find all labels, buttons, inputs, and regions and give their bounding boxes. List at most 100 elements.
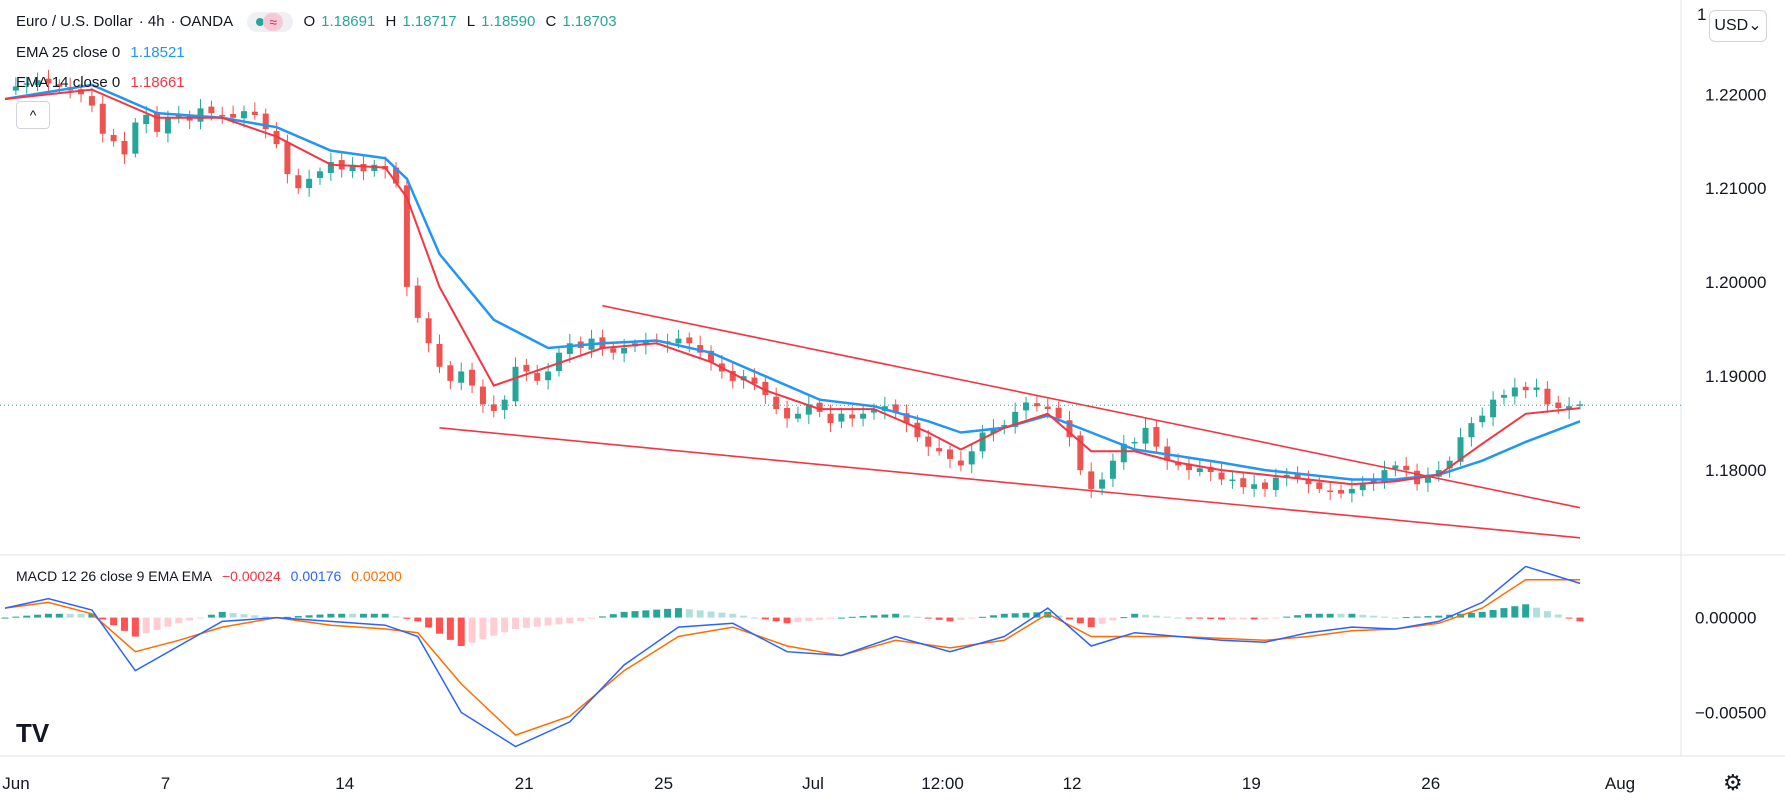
macd-histogram-bar [381, 613, 389, 618]
market-open-dot-icon [256, 18, 265, 26]
macd-histogram-bar [631, 611, 639, 618]
ema25-legend[interactable]: EMA 25 close 0 1.18521 [16, 44, 191, 61]
candle-body [1055, 407, 1062, 419]
candle-body [1088, 471, 1095, 489]
macd-histogram-bar [1, 617, 9, 619]
ema14-label: EMA 14 close 0 [16, 74, 121, 91]
macd-histogram-bar [1500, 608, 1508, 618]
candle-body [1479, 415, 1486, 423]
candle-body [1033, 403, 1040, 407]
candle-body [1077, 435, 1084, 471]
candle-body [903, 413, 910, 424]
candle-body [447, 365, 454, 381]
macd-histogram-bar [1522, 604, 1530, 618]
time-tick-label: Jul [802, 774, 824, 793]
macd-histogram-bar [240, 614, 248, 618]
candle-body [1544, 388, 1551, 405]
macd-histogram-bar [1576, 617, 1584, 622]
low-value: 1.18590 [481, 12, 536, 30]
candle-body [1251, 484, 1258, 489]
time-tick-label: 19 [1242, 774, 1261, 793]
candle-body [1522, 386, 1529, 391]
macd-histogram-bar [316, 614, 324, 618]
macd-histogram-bar [1218, 617, 1226, 620]
candle-body [1500, 394, 1507, 398]
candle-body [957, 460, 964, 466]
ema14-legend[interactable]: EMA 14 close 0 1.18661 [16, 74, 191, 91]
macd-histogram-bar [870, 615, 878, 618]
macd-histogram-bar [750, 617, 758, 619]
gear-icon[interactable]: ⚙ [1723, 770, 1743, 795]
macd-histogram-bar [1424, 616, 1432, 618]
candle-body [784, 407, 791, 419]
macd-histogram-bar [794, 617, 802, 623]
macd-histogram-bar [197, 617, 205, 619]
macd-histogram-bar [1261, 617, 1269, 620]
macd-histogram-bar [772, 617, 780, 622]
candle-body [1327, 490, 1334, 492]
time-tick-label: 14 [335, 774, 354, 793]
macd-histogram-bar [218, 611, 226, 618]
candle-body [479, 386, 486, 405]
macd-legend[interactable]: MACD 12 26 close 9 EMA EMA −0.00024 0.00… [16, 568, 408, 584]
candle-body [1272, 477, 1279, 491]
collapse-legend-button[interactable]: ^ [16, 101, 50, 129]
macd-histogram-bar [1533, 607, 1541, 618]
candle-body [870, 409, 877, 413]
macd-histogram-bar [512, 617, 520, 629]
macd-histogram-bar [816, 617, 824, 620]
candle-body [1044, 406, 1051, 410]
macd-histogram-bar [142, 617, 150, 634]
macd-histogram-bar [1337, 613, 1345, 618]
macd-histogram-bar [479, 617, 487, 640]
macd-histogram-bar [1348, 613, 1356, 618]
candle-body [751, 377, 758, 384]
candle-body [1142, 427, 1149, 444]
macd-histogram-bar [1489, 609, 1497, 618]
candle-body [1262, 482, 1268, 489]
ema14-line [4, 88, 1581, 486]
candle-body [794, 413, 801, 419]
time-tick-label: 26 [1421, 774, 1440, 793]
macd-histogram-bar [327, 613, 335, 618]
candle-body [1109, 460, 1116, 479]
macd-histogram-bar [913, 616, 921, 618]
candle-body [110, 134, 117, 142]
time-tick-label: 21 [515, 774, 534, 793]
candle-body [208, 106, 215, 114]
macd-histogram-bar [1131, 613, 1139, 618]
candle-body [566, 343, 573, 354]
macd-histogram-bar [55, 613, 63, 618]
wave-icon: ≈ [263, 13, 284, 31]
market-status-toggle[interactable]: ≈ [247, 12, 294, 32]
candle-body [1196, 468, 1203, 472]
candle-body [979, 432, 986, 452]
macd-histogram-bar [12, 616, 20, 618]
macd-histogram-bar [707, 611, 715, 618]
macd-histogram-bar [425, 617, 433, 628]
macd-label: MACD 12 26 close 9 EMA EMA [16, 568, 213, 584]
candle-body [1457, 437, 1464, 462]
candle-body [1370, 479, 1377, 483]
candle-body [1099, 479, 1106, 489]
macd-histogram-bar [305, 615, 313, 618]
candle-body [240, 111, 247, 119]
candle-body [436, 343, 443, 367]
macd-histogram-bar [1142, 614, 1150, 618]
macd-histogram-bar [338, 613, 346, 618]
macd-histogram-bar [88, 613, 96, 618]
candle-body [360, 163, 367, 172]
macd-histogram-bar [903, 615, 911, 618]
macd-histogram-bar [1402, 617, 1410, 619]
time-tick-label: 25 [654, 774, 673, 793]
candle-body [1381, 470, 1388, 482]
candle-body [512, 366, 519, 402]
macd-histogram-bar [262, 616, 270, 618]
candle-body [295, 175, 302, 189]
currency-button[interactable]: USD⌄ [1709, 10, 1767, 42]
macd-histogram-bar [783, 617, 791, 624]
price-tick-label: 1.18000 [1705, 461, 1766, 480]
macd-histogram-bar [522, 617, 530, 628]
macd-histogram-bar [349, 613, 357, 618]
